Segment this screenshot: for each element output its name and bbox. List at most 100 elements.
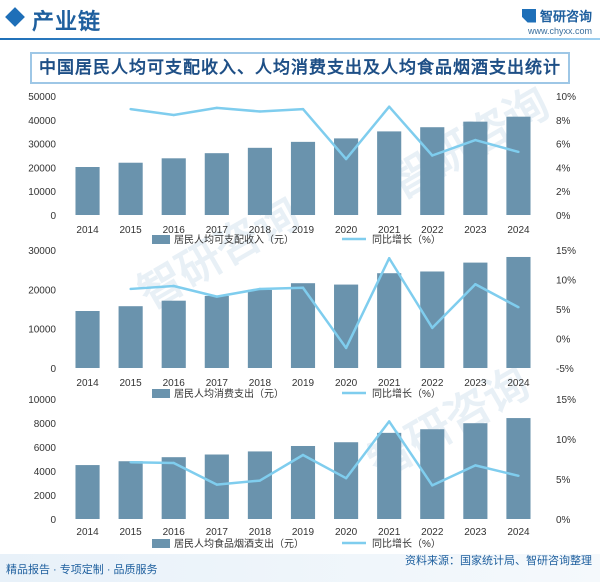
x-tick-label: 2017 [206, 225, 229, 236]
y-right-tick-label: 0% [556, 211, 571, 222]
x-tick-label: 2022 [421, 225, 444, 236]
bar [377, 131, 402, 215]
x-tick-label: 2015 [120, 527, 143, 538]
x-tick-label: 2016 [163, 225, 186, 236]
x-tick-label: 2020 [335, 527, 358, 538]
legend-line-label: 同比增长（%） [372, 387, 441, 400]
growth-point [215, 483, 219, 486]
growth-point [517, 150, 520, 154]
bar [377, 432, 402, 519]
growth-point [172, 113, 175, 117]
growth-point [258, 479, 262, 482]
y-left-tick-label: 20000 [28, 163, 56, 174]
y-left-tick-label: 30000 [28, 246, 56, 257]
y-left-tick-label: 0 [50, 364, 56, 375]
bar [75, 167, 100, 215]
growth-point [387, 257, 391, 260]
growth-point [172, 461, 175, 465]
brand-logo-icon [521, 8, 536, 23]
legend-bar-swatch [152, 539, 170, 548]
y-right-tick-label: 10% [556, 435, 576, 446]
growth-point [215, 295, 219, 298]
y-left-tick-label: 4000 [34, 467, 57, 478]
x-tick-label: 2014 [76, 378, 99, 389]
bar [75, 311, 100, 368]
y-right-tick-label: 15% [556, 395, 576, 406]
legend-bar-swatch [152, 235, 170, 244]
x-tick-label: 2017 [206, 378, 229, 389]
bar [247, 451, 272, 519]
y-left-tick-label: 0 [50, 211, 56, 222]
x-tick-label: 2014 [76, 225, 99, 236]
growth-line [130, 420, 519, 487]
bar [75, 465, 100, 519]
growth-point [431, 484, 434, 487]
x-tick-label: 2024 [507, 378, 530, 389]
x-tick-label: 2016 [163, 378, 186, 389]
bar [463, 262, 488, 368]
y-right-tick-label: 10% [556, 92, 576, 103]
y-left-tick-label: 10000 [28, 187, 56, 198]
growth-point [129, 461, 132, 464]
section-title: 产业链 [32, 9, 102, 34]
x-tick-label: 2023 [464, 378, 487, 389]
brand-logo: 智研咨询 www.chyxx.com [521, 6, 592, 36]
y-right-tick-label: 5% [556, 475, 571, 486]
bar [247, 289, 272, 368]
y-left-tick-label: 6000 [34, 443, 57, 454]
bar [118, 461, 143, 519]
x-tick-label: 2018 [249, 378, 272, 389]
x-tick-label: 2021 [378, 527, 401, 538]
x-tick-label: 2022 [421, 378, 444, 389]
x-tick-label: 2020 [335, 378, 358, 389]
x-tick-label: 2020 [335, 225, 358, 236]
bar [290, 141, 316, 215]
growth-point [344, 477, 348, 480]
growth-point [517, 306, 520, 309]
legend-bar-swatch [152, 389, 170, 398]
growth-point [301, 107, 305, 111]
bar [334, 442, 359, 519]
header-divider [0, 38, 600, 40]
x-tick-label: 2019 [292, 378, 315, 389]
growth-point [344, 346, 348, 350]
footer-slogan: 精品报告 · 专项定制 · 品质服务 [6, 564, 158, 576]
growth-point [258, 287, 262, 291]
x-tick-label: 2018 [249, 225, 272, 236]
growth-point [301, 286, 305, 289]
bar [204, 454, 229, 519]
y-left-tick-label: 50000 [28, 92, 56, 103]
growth-point [474, 464, 477, 467]
x-tick-label: 2017 [206, 527, 229, 538]
growth-point [387, 420, 391, 423]
growth-line [130, 257, 520, 350]
y-left-tick-label: 30000 [28, 140, 56, 151]
footer-source-block: 资料来源：国家统计局、智研咨询整理 [405, 554, 592, 568]
bar [506, 256, 531, 368]
y-left-tick-label: 10000 [28, 325, 56, 336]
bar [118, 306, 143, 368]
bar [204, 153, 229, 215]
growth-point [431, 326, 434, 330]
x-tick-label: 2024 [507, 527, 530, 538]
growth-point [215, 106, 219, 110]
bar [290, 445, 316, 519]
bar [506, 116, 531, 215]
legend-line-label: 同比增长（%） [372, 233, 441, 246]
y-left-tick-label: 20000 [28, 285, 56, 296]
x-tick-label: 2023 [464, 225, 487, 236]
bar [161, 300, 186, 368]
growth-point [387, 105, 391, 108]
footer-source: 资料来源：国家统计局、智研咨询整理 [405, 555, 592, 567]
x-tick-label: 2022 [421, 527, 444, 538]
growth-point [301, 453, 305, 457]
growth-point [474, 138, 477, 142]
bar [161, 158, 186, 215]
growth-point [344, 157, 348, 161]
bar [247, 147, 272, 215]
brand-url: www.chyxx.com [527, 26, 592, 36]
y-left-tick-label: 8000 [34, 419, 57, 430]
x-tick-label: 2019 [292, 225, 315, 236]
bar [377, 273, 402, 368]
bar [118, 162, 143, 215]
